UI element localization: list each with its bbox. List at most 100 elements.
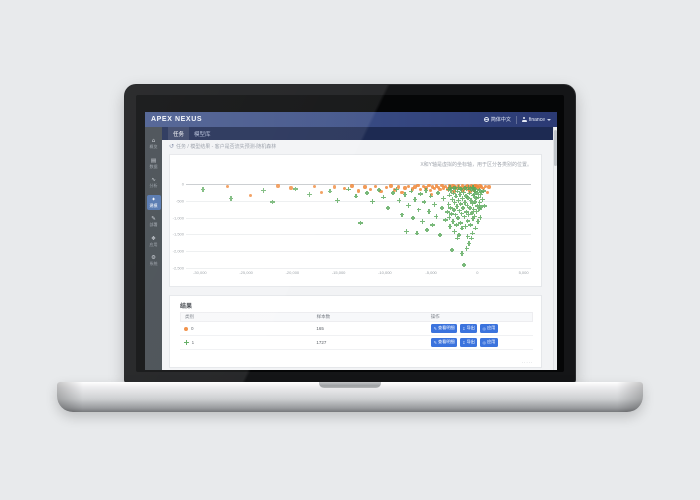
sidebar: ⌂ 概览 ▤ 数据 ∿ 分析 ✦ 建模 ✎ 部署 ❖ 应用 ⚙ 系统: [145, 127, 162, 370]
x-tick-label: -25,000: [239, 270, 253, 275]
scatter-point: [269, 199, 276, 205]
scatter-point: [487, 185, 491, 189]
scatter-point: [464, 246, 471, 251]
button-label: 应用: [486, 325, 496, 331]
scatter-point: [454, 189, 461, 194]
scatter-point: [447, 185, 454, 190]
scatter-point: [467, 186, 474, 191]
table-row: 1 1727 ✎ 查看明细 ↧ 导出 ◎ 应用: [180, 336, 533, 350]
scatter-point: [415, 207, 423, 212]
scatter-point: [429, 188, 433, 193]
scatter-point: [471, 214, 478, 219]
table-header-row: 类别 样本数 操作: [180, 312, 533, 322]
sidebar-item-概览[interactable]: ⌂ 概览: [147, 136, 161, 152]
app-scrollbar[interactable]: [553, 127, 557, 370]
y-tick-label: -1,000: [172, 215, 184, 221]
scatter-point: [464, 234, 472, 239]
查看明细-button[interactable]: ✎ 查看明细: [431, 338, 458, 347]
scatter-point: [417, 191, 424, 197]
scatter-point: [376, 187, 383, 193]
user-menu[interactable]: finance: [522, 117, 551, 123]
scatter-plot: 0 -500 -1,000 -1,500 -2,000 -2,500 -30,000 -25,…: [173, 182, 531, 275]
scatter-point: [430, 192, 434, 196]
scatter-point: [413, 185, 417, 189]
scatter-point: [475, 195, 482, 200]
scatter-point: [260, 188, 267, 193]
scatter-point: [471, 192, 478, 197]
scatter-point: [440, 196, 447, 201]
header-divider: [515, 115, 517, 124]
sidebar-item-label: 概览: [149, 144, 158, 149]
column-header: 操作: [430, 314, 440, 319]
sidebar-item-系统[interactable]: ⚙ 系统: [147, 253, 161, 269]
sidebar-item-应用[interactable]: ❖ 应用: [147, 234, 161, 250]
sidebar-item-建模[interactable]: ✦ 建模: [146, 194, 161, 210]
scatter-point: [430, 185, 435, 189]
x-tick-label: -30,000: [193, 270, 207, 275]
scatter-point: [454, 236, 461, 241]
scatter-point: [384, 185, 389, 190]
green-plus-icon: [184, 340, 189, 345]
scatter-point: [368, 187, 373, 191]
scatter-point: [403, 186, 407, 190]
sidebar-item-分析[interactable]: ∿ 分析: [147, 175, 161, 191]
查看明细-button[interactable]: ✎ 查看明细: [431, 324, 458, 333]
scatter-point: [434, 184, 439, 188]
laptop-base: [57, 382, 643, 412]
main-nav: 任务 模型库: [162, 127, 557, 140]
orange-circle-icon: [184, 326, 188, 331]
scatter-point: [470, 207, 478, 212]
scatter-point: [432, 186, 437, 191]
scatter-point: [474, 190, 481, 196]
scatter-point: [459, 196, 466, 201]
scatter-point: [451, 183, 455, 187]
scatter-point: [466, 191, 473, 196]
back-undo-icon[interactable]: ↺: [169, 142, 175, 150]
scatter-point: [464, 218, 472, 223]
scatter-point: [461, 214, 468, 219]
scatter-point: [459, 251, 466, 256]
scatter-point: [410, 215, 417, 221]
laptop-latch-notch: [319, 382, 381, 388]
scatter-point: [424, 227, 431, 233]
tab-模型库[interactable]: 模型库: [194, 131, 211, 138]
chevron-down-icon: [547, 118, 551, 121]
scatter-point: [457, 201, 465, 207]
scatter-point: [451, 200, 459, 205]
scatter-point: [390, 190, 397, 196]
scatter-point: [445, 187, 450, 191]
sidebar-item-部署[interactable]: ✎ 部署: [147, 214, 161, 230]
scatter-point: [442, 217, 449, 222]
y-tick-label: -500: [175, 198, 184, 204]
scatter-point: [292, 186, 300, 192]
scatter-point: [476, 200, 484, 205]
language-switcher[interactable]: 简体中文: [483, 116, 511, 123]
column-header: 类别: [185, 314, 194, 319]
brand-logo: APEX NEXUS: [151, 116, 203, 123]
scatter-point: [472, 199, 479, 205]
scatter-point: [475, 219, 482, 224]
header-actions: 简体中文 finance: [483, 112, 551, 127]
scatter-point: [429, 222, 436, 228]
scatter-point: [470, 185, 477, 190]
scatter-point: [472, 189, 479, 194]
scatter-point: [450, 191, 457, 196]
sidebar-item-数据[interactable]: ▤ 数据: [147, 156, 161, 172]
app-window: APEX NEXUS 简体中文 finance: [145, 112, 557, 370]
导出-button[interactable]: ↧ 导出: [459, 338, 478, 347]
tab-任务[interactable]: 任务: [168, 127, 190, 140]
scatter-point: [442, 186, 446, 190]
scatter-point: [424, 186, 428, 190]
应用-button[interactable]: ◎ 应用: [479, 324, 498, 333]
导出-button[interactable]: ↧ 导出: [459, 324, 478, 333]
scatter-point: [468, 198, 475, 203]
scatter-point: [470, 193, 477, 198]
应用-button[interactable]: ◎ 应用: [479, 338, 498, 347]
breadcrumb-text[interactable]: 任务 / 模型结果 - 客户是否流失预测-随机森林: [176, 144, 277, 150]
scatter-point: [408, 189, 415, 194]
scatter-point: [478, 184, 482, 188]
scrollbar-thumb[interactable]: [553, 130, 557, 166]
scatter-point: [465, 185, 472, 190]
pen-icon: ✎: [151, 216, 156, 222]
